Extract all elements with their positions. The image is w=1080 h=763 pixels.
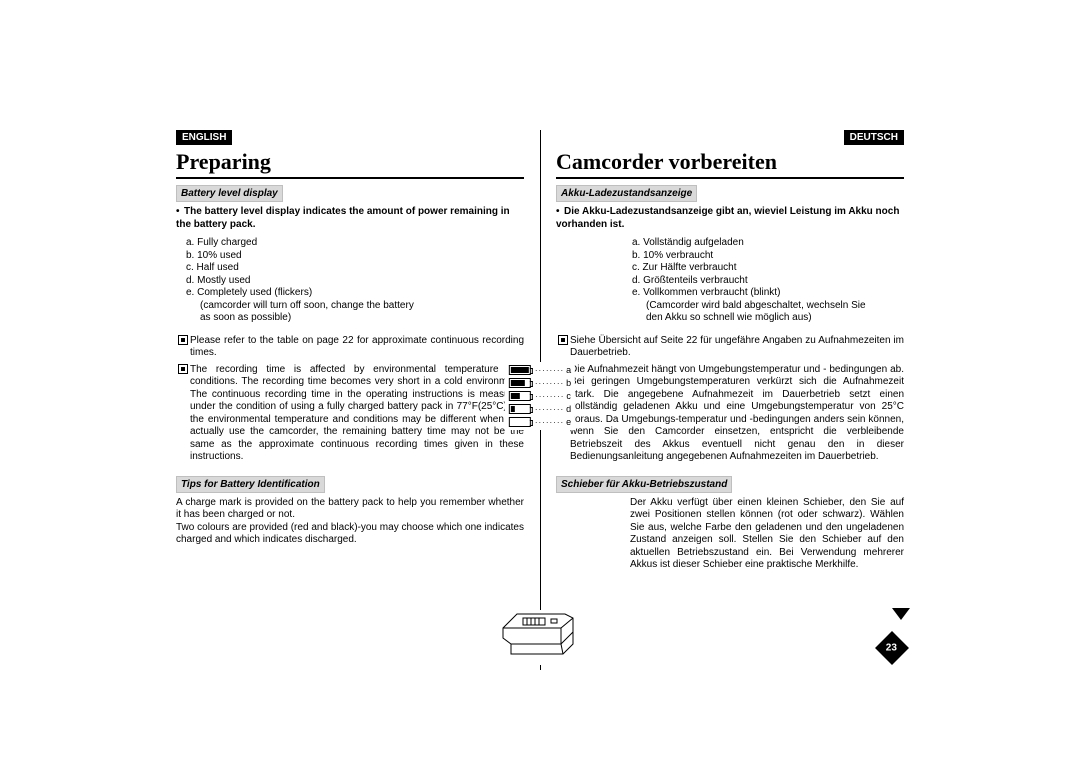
intro-deutsch: •Die Akku-Ladezustandsanzeige gibt an, w… [556, 206, 904, 231]
level-e-sub1: (camcorder will turn off soon, change th… [200, 300, 524, 313]
title-rule [556, 177, 904, 179]
tips-para-a: A charge mark is provided on the battery… [176, 497, 524, 522]
level-a: a. Fully charged [186, 237, 524, 250]
level-d: d. Mostly used [186, 275, 524, 288]
note-icon [556, 335, 570, 360]
note1-deutsch: Siehe Übersicht auf Seite 22 für ungefäh… [570, 335, 904, 360]
section-schieber-head: Schieber für Akku-Betriebszustand [556, 476, 732, 493]
battery-level-figure: ········a ········b ········c ········d … [505, 362, 575, 430]
column-english: ENGLISH Preparing Battery level display … [168, 130, 540, 650]
lang-badge-english: ENGLISH [176, 130, 232, 145]
level-a: a. Vollständig aufgeladen [632, 237, 904, 250]
battery-icon-d [509, 404, 531, 414]
level-e-sub2: den Akku so schnell wie möglich aus) [646, 312, 904, 325]
title-rule [176, 177, 524, 179]
title-deutsch: Camcorder vorbereiten [556, 149, 904, 175]
level-c: c. Zur Hälfte verbraucht [632, 262, 904, 275]
fig-label-b: b [566, 378, 571, 388]
levels-list-deutsch: a. Vollständig aufgeladen b. 10% verbrau… [632, 237, 904, 325]
intro-english: •The battery level display indicates the… [176, 206, 524, 231]
section-schieber: Schieber für Akku-Betriebszustand Der Ak… [556, 474, 904, 572]
battery-pack-figure [497, 610, 583, 665]
notes-english: Please refer to the table on page 22 for… [176, 335, 524, 464]
tips-para-b: Two colours are provided (red and black)… [176, 522, 524, 547]
section-akku-head: Akku-Ladezustandsanzeige [556, 185, 697, 202]
note2-english: The recording time is affected by enviro… [190, 364, 524, 464]
level-e-sub2: as soon as possible) [200, 312, 524, 325]
fig-label-c: c [566, 391, 571, 401]
levels-list-english: a. Fully charged b. 10% used c. Half use… [186, 237, 524, 325]
manual-page: ENGLISH Preparing Battery level display … [168, 130, 912, 650]
battery-icon-b [509, 378, 531, 388]
level-b: b. 10% verbraucht [632, 250, 904, 263]
note1-english: Please refer to the table on page 22 for… [190, 335, 524, 360]
battery-icon-a [509, 365, 531, 375]
level-c: c. Half used [186, 262, 524, 275]
continue-arrow-icon [892, 608, 910, 620]
level-e: e. Completely used (flickers) [186, 287, 524, 300]
lang-badge-deutsch: DEUTSCH [844, 130, 904, 145]
column-deutsch: DEUTSCH Camcorder vorbereiten Akku-Ladez… [540, 130, 912, 650]
note-icon [176, 335, 190, 360]
level-b: b. 10% used [186, 250, 524, 263]
level-d: d. Größtenteils verbraucht [632, 275, 904, 288]
level-e: e. Vollkommen verbraucht (blinkt) [632, 287, 904, 300]
level-e-sub1: (Camcorder wird bald abgeschaltet, wechs… [646, 300, 904, 313]
section-tips-head: Tips for Battery Identification [176, 476, 325, 493]
note2-deutsch: Die Aufnahmezeit hängt von Umgebungstemp… [570, 364, 904, 464]
schieber-para: Der Akku verfügt über einen kleinen Schi… [630, 497, 904, 572]
battery-icon-e [509, 417, 531, 427]
note-icon [176, 364, 190, 464]
fig-label-e: e [566, 417, 571, 427]
fig-label-d: d [566, 404, 571, 414]
notes-deutsch: Siehe Übersicht auf Seite 22 für ungefäh… [556, 335, 904, 464]
section-tips: Tips for Battery Identification A charge… [176, 474, 524, 547]
title-english: Preparing [176, 149, 524, 175]
section-battery-level-head: Battery level display [176, 185, 283, 202]
battery-icon-c [509, 391, 531, 401]
fig-label-a: a [566, 365, 571, 375]
